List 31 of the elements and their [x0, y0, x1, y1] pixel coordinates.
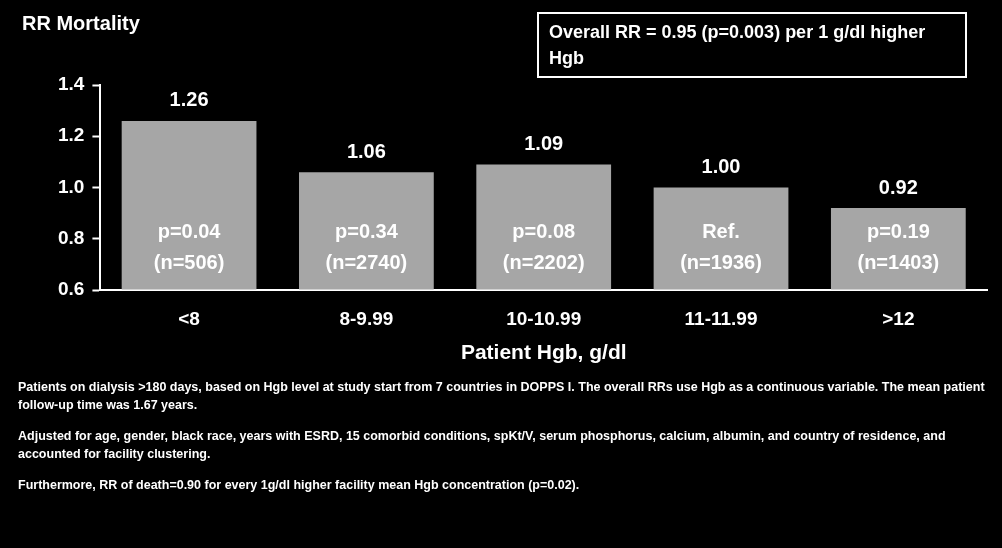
- y-tick-label: 0.6: [57, 278, 85, 300]
- x-axis-title: Patient Hgb, g/dl: [460, 340, 627, 364]
- text: Patients on dialysis >180 days, based on Hgb level at study start from 7 countries in DOPPS I. The overall RRs use Hgb as a continuous variable. The mean patient follow-up time was 1.67 years.: [18, 379, 986, 414]
- x-tick-label: >12: [882, 307, 915, 329]
- annotation: p=0.19: [866, 220, 930, 243]
- x-tick-label: 8-9.99: [339, 307, 394, 329]
- data-label: 1.06: [346, 139, 386, 162]
- data-label: 1.09: [524, 131, 564, 154]
- annotation: p=0.34: [334, 220, 399, 243]
- data-label: 0.92: [878, 175, 918, 198]
- annotation: (n=1936): [680, 250, 762, 273]
- annotation: Ref.: [702, 220, 740, 243]
- annotation: p=0.04: [157, 220, 222, 243]
- data-label: 1.00: [701, 155, 741, 178]
- x-tick-label: 11-11.99: [684, 307, 758, 329]
- annotation: (n=2740): [325, 250, 408, 273]
- y-tick-label: 1.0: [57, 175, 85, 197]
- text: Furthermore, RR of death=0.90 for every 1g/dl higher facility mean Hgb concentration (p=0.02).: [18, 477, 581, 494]
- y-tick-label: 1.4: [57, 73, 85, 95]
- y-tick-label: 0.8: [57, 226, 85, 248]
- annotation: (n=2202): [502, 250, 585, 273]
- data-label: 1.26: [169, 88, 209, 111]
- annotation: (n=506): [153, 250, 225, 273]
- chart-title: RR Mortality: [22, 12, 140, 35]
- text: Overall RR = 0.95 (p=0.003) per 1 g/dl higher Hgb: [537, 12, 967, 78]
- annotation: (n=1403): [857, 250, 940, 273]
- annotation: p=0.08: [512, 220, 576, 243]
- x-tick-label: 10-10.99: [506, 307, 582, 329]
- text: Adjusted for age, gender, black race, years with ESRD, 15 comorbid conditions, spKt/V, serum phosphorus, calcium, albumin, and country of residence, and accounted for facility clustering.: [18, 428, 947, 463]
- y-tick-label: 1.2: [57, 124, 85, 146]
- x-tick-label: <8: [178, 307, 200, 329]
